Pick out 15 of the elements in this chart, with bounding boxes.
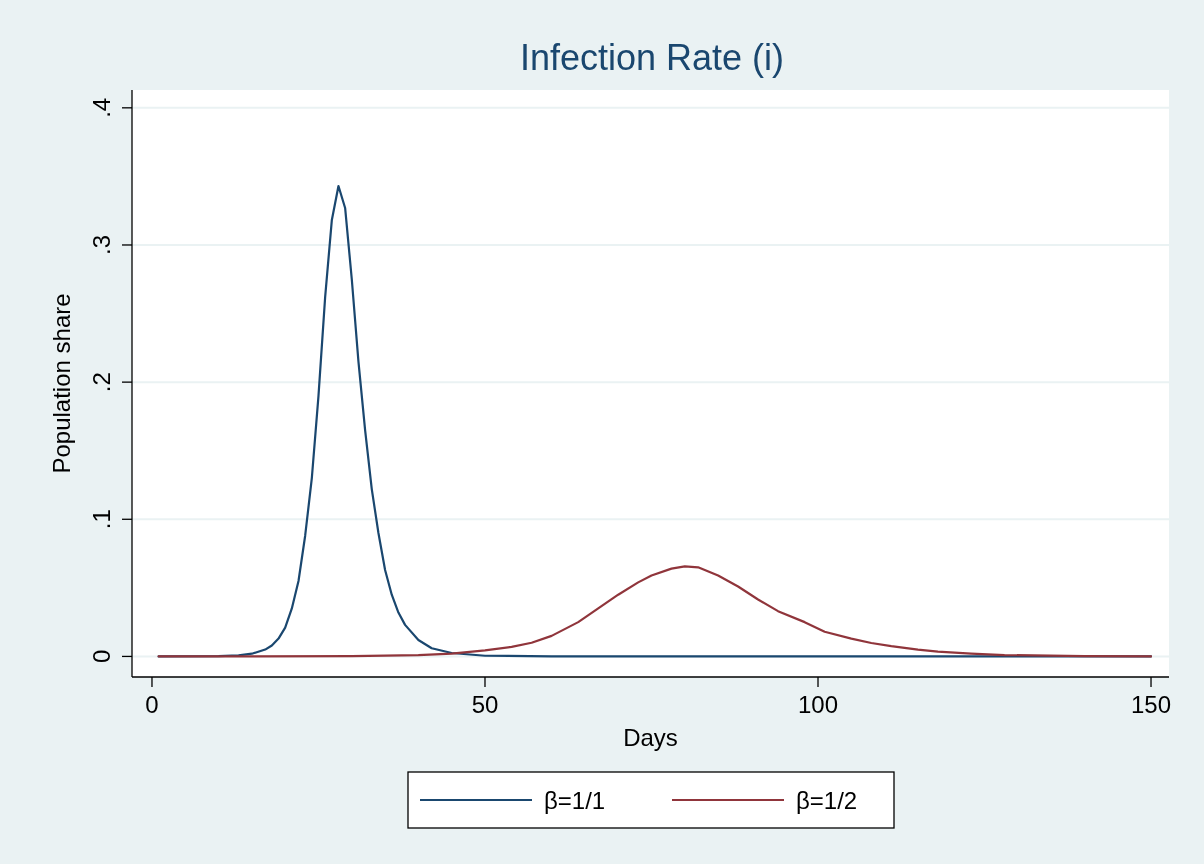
legend-label: β=1/2	[796, 787, 858, 814]
x-tick-label: 150	[1130, 691, 1172, 718]
y-tick-label: .2	[88, 372, 115, 393]
chart-title: Infection Rate (i)	[519, 37, 785, 78]
x-tick-label: 50	[471, 691, 499, 718]
y-tick-label: .4	[88, 97, 115, 118]
y-tick-label: .3	[88, 234, 115, 255]
y-axis-title: Population share	[48, 293, 75, 474]
x-tick-label: 0	[145, 691, 159, 718]
x-tick-label: 100	[797, 691, 839, 718]
line-series	[157, 565, 1153, 658]
y-tick-label: 0	[88, 649, 115, 664]
legend-label: β=1/1	[544, 787, 606, 814]
y-tick-label: .1	[88, 509, 115, 530]
x-axis-title: Days	[623, 724, 678, 751]
